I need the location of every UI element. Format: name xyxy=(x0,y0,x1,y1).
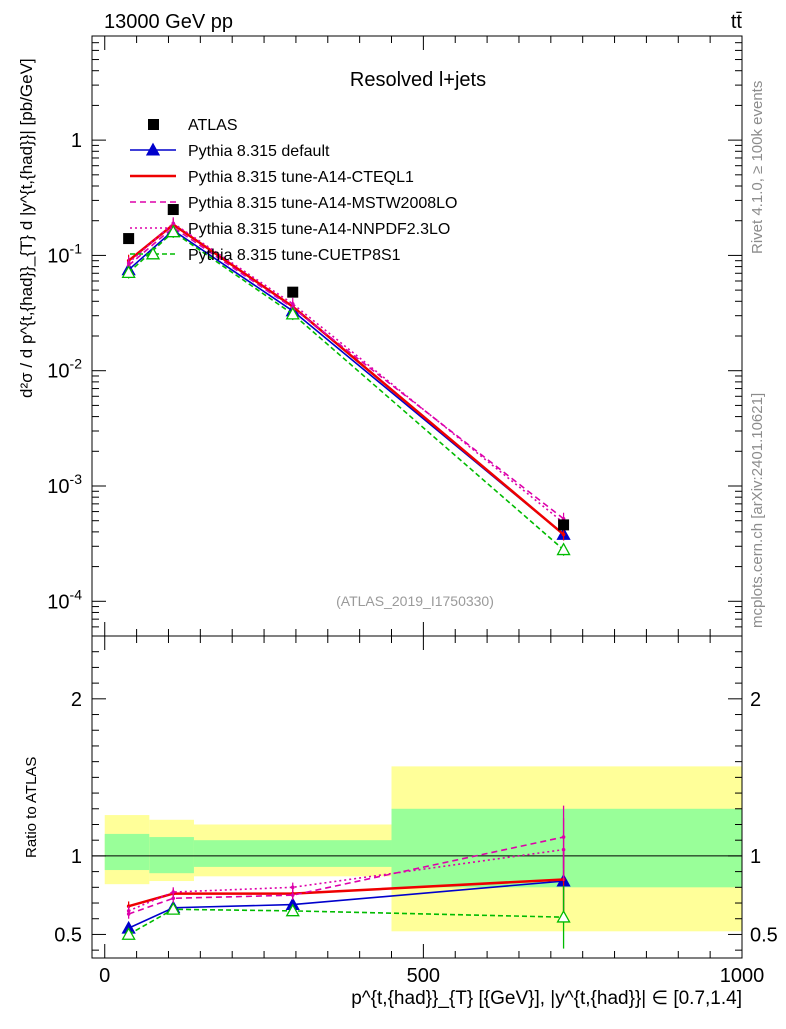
main-panel: 10-4 10-3 10-2 10-1 1 ATLAS Pythia 8.315 defau… xyxy=(47,35,743,637)
series-point xyxy=(171,221,176,226)
series-4 xyxy=(121,224,571,556)
series-line-4 xyxy=(128,230,565,551)
ratio-point xyxy=(126,909,131,913)
series-1 xyxy=(126,218,566,541)
process-label: tt̄ xyxy=(731,11,743,33)
main-y-tick-label: 10-2 xyxy=(47,356,82,383)
legend: ATLAS Pythia 8.315 default Pythia 8.315 tu… xyxy=(130,117,457,264)
legend-label-4: Pythia 8.315 tune-CUETP8S1 xyxy=(188,247,401,264)
ratio-y-tick-label-right: 1 xyxy=(750,846,761,868)
ratio-panel: 0.5 0.5 1 1 2 2 0 500 1000 xyxy=(54,635,778,987)
energy-label: 13000 GeV pp xyxy=(104,11,233,33)
ratio-band-green xyxy=(193,840,392,867)
ratio-series-line-0 xyxy=(128,880,564,929)
series-line-0 xyxy=(128,229,565,536)
mcplots-label: mcplots.cern.ch [arXiv:2401.10621] xyxy=(749,393,766,628)
x-tick-label: 0 xyxy=(99,965,110,987)
atlas-data-point xyxy=(287,286,299,298)
analysis-label: (ATLAS_2019_I1750330) xyxy=(336,593,494,609)
series-point xyxy=(561,532,566,537)
series-point xyxy=(285,306,300,320)
main-y-tick-label: 10-1 xyxy=(47,240,82,267)
series-line-1 xyxy=(127,223,565,536)
series-point xyxy=(126,261,131,265)
ratio-point xyxy=(285,903,300,917)
legend-marker-0 xyxy=(145,142,161,156)
atlas-data-point xyxy=(558,519,570,531)
series-line-2 xyxy=(128,226,565,520)
main-y-tick-label: 1 xyxy=(71,130,82,152)
ratio-y-tick-label-right: 2 xyxy=(750,689,761,711)
legend-label-1: Pythia 8.315 tune-A14-CTEQL1 xyxy=(188,169,414,186)
x-tick-label: 500 xyxy=(407,965,440,987)
ratio-y-tick-label-left: 1 xyxy=(71,846,82,868)
ratio-y-tick-label-left: 2 xyxy=(71,689,82,711)
ratio-band-green xyxy=(104,833,150,871)
rivet-version-label: Rivet 4.1.0, ≥ 100k events xyxy=(749,81,766,254)
ratio-series-line-2 xyxy=(128,836,564,915)
ratio-point xyxy=(561,847,566,852)
ratio-point xyxy=(121,927,136,940)
ratio-point xyxy=(556,909,571,923)
main-y-tick-label: 10-4 xyxy=(47,586,82,613)
atlas-data-point xyxy=(123,233,135,245)
ratio-point xyxy=(290,893,295,897)
ratio-series-line-1 xyxy=(128,878,564,908)
ratio-point xyxy=(171,890,176,894)
atlas-data-point xyxy=(167,204,179,216)
series-point xyxy=(121,265,136,279)
ratio-point xyxy=(171,896,176,901)
legend-marker-atlas xyxy=(148,119,159,130)
legend-label-2: Pythia 8.315 tune-A14-MSTW2008LO xyxy=(188,195,457,212)
ratio-y-tick-label-left: 0.5 xyxy=(54,924,82,946)
x-tick-label: 1000 xyxy=(720,965,765,987)
ratio-series-4 xyxy=(121,885,571,949)
legend-label-0: Pythia 8.315 default xyxy=(188,143,330,160)
ratio-series-3 xyxy=(126,818,566,916)
x-axis-label: p^{t,{had}}_{T} [{GeV}], |y^{t,{had}}| ∈… xyxy=(351,988,742,1009)
series-point xyxy=(556,542,571,556)
series-line-3 xyxy=(128,222,565,524)
ratio-band-green xyxy=(149,837,194,874)
ratio-frame xyxy=(91,635,743,959)
ratio-series-line-4 xyxy=(128,908,564,936)
ratio-y-axis-label: Ratio to ATLAS xyxy=(23,757,40,858)
main-y-tick-label: 10-3 xyxy=(47,471,82,498)
series-0 xyxy=(121,223,571,541)
series-point xyxy=(290,302,295,306)
legend-marker-4 xyxy=(145,246,161,260)
ratio-band-green xyxy=(391,808,742,888)
series-point xyxy=(166,224,181,238)
legend-label-3: Pythia 8.315 tune-A14-NNPDF2.3LO xyxy=(188,221,450,238)
ratio-point xyxy=(290,885,295,890)
ratio-y-tick-label-right: 0.5 xyxy=(750,924,778,946)
main-y-axis-label: d²σ / d p^{t,{had}}_{T} d |y^{t,{had}}| … xyxy=(17,58,36,398)
main-title: Resolved l+jets xyxy=(350,69,486,91)
legend-label-atlas: ATLAS xyxy=(188,117,238,134)
ratio-point xyxy=(166,901,181,915)
